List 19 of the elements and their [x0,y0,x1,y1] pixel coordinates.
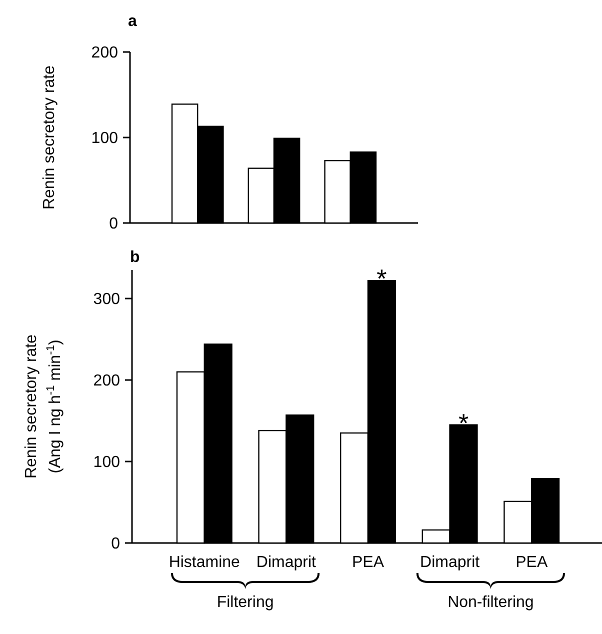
annotation: * [458,408,469,438]
y-tick-label: 0 [111,536,120,553]
chart-title: b [130,249,140,266]
y-tick-label: 100 [91,130,118,148]
x-tick-label: PEA [516,554,548,571]
text: Non-filtering [448,594,534,611]
annotation: * [376,264,387,294]
x-tick-label: PEA [352,554,384,571]
chart-title: a [128,13,137,30]
y-tick-label: 0 [109,216,118,233]
y-tick-label: 200 [93,372,120,390]
y-axis-title: Renin secretory rate [41,65,58,210]
x-tick-label: Dimaprit [256,554,317,571]
y-tick-label: 300 [93,291,120,308]
y-tick-label: 200 [91,44,118,62]
x-tick-label: Histamine [168,554,240,571]
x-tick-label: Dimaprit [420,554,480,571]
y-tick-label: 100 [93,454,120,472]
text: Filtering [216,594,274,611]
